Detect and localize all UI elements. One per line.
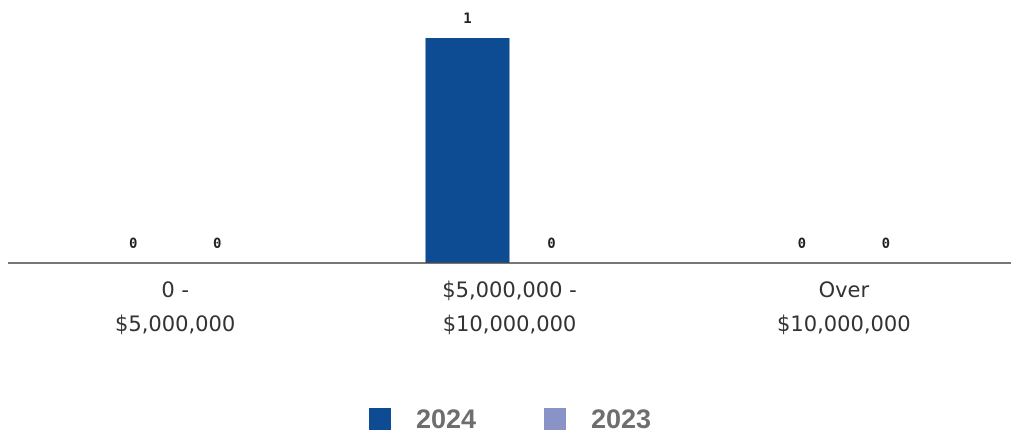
category-label-2: $10,000,000 (777, 312, 911, 336)
category-label-1: $10,000,000 (443, 312, 577, 336)
category-label-1: $5,000,000 - (442, 278, 577, 302)
data-label-2024-1: 1 (463, 11, 471, 27)
data-label-2023-1: 0 (547, 236, 555, 252)
category-label-0: 0 - (161, 278, 189, 302)
plot-area: 0 0 1 0 0 0 (129, 11, 890, 263)
category-label-0: $5,000,000 (115, 312, 235, 336)
category-labels: 0 - $5,000,000 $5,000,000 - $10,000,000 Over… (115, 278, 911, 336)
data-label-2024-0: 0 (129, 236, 137, 252)
legend-swatch-2024 (369, 408, 391, 430)
data-label-2023-0: 0 (213, 236, 221, 252)
bar-2024-1 (425, 38, 510, 263)
legend-label-2023: 2023 (591, 404, 651, 434)
legend: 2024 2023 (369, 404, 651, 434)
data-label-2023-2: 0 (882, 236, 890, 252)
category-label-2: Over (819, 278, 870, 302)
data-label-2024-2: 0 (798, 236, 806, 252)
legend-label-2024: 2024 (416, 404, 476, 434)
legend-swatch-2023 (544, 408, 566, 430)
